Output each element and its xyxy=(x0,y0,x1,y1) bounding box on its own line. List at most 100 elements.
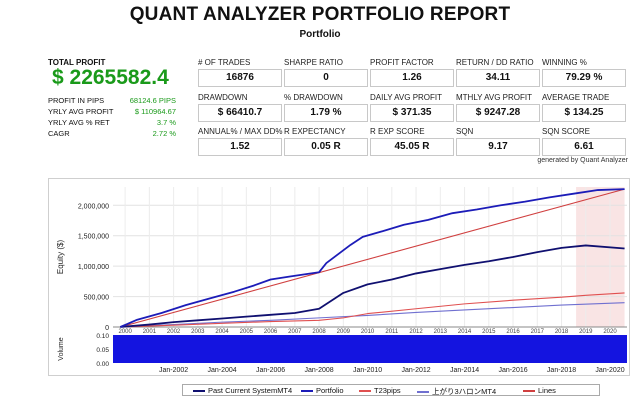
volume-tick-label: 0.05 xyxy=(96,347,109,354)
x-year-label: 2016 xyxy=(506,329,520,335)
equity-chart[interactable]: 0 500,000 1,000,000 1,500,000 2,000,000 2000 2… xyxy=(49,179,629,375)
series-line-t23pips[interactable] xyxy=(120,292,625,328)
legend-item-agari3-halon[interactable]: 上がり3ハロンMT4 xyxy=(417,386,496,397)
legend-item-t23pips[interactable]: T23pips xyxy=(359,386,401,395)
y-tick-label: 2,000,000 xyxy=(78,203,109,210)
stat-label: DRAWDOWN xyxy=(198,93,248,102)
equity-chart-frame: 0 500,000 1,000,000 1,500,000 2,000,000 2000 2… xyxy=(48,178,630,376)
stat-sharpe-ratio: SHARPE RATIO 0 xyxy=(284,58,368,87)
stat-value: 34.11 xyxy=(456,69,540,87)
navigator-date-label: Jan-2004 xyxy=(208,367,237,374)
y-axis-label: Equity ($) xyxy=(56,240,65,275)
summary-row-label: CAGR xyxy=(48,129,70,138)
report-title: QUANT ANALYZER PORTFOLIO REPORT xyxy=(129,4,511,25)
stat-label: % DRAWDOWN xyxy=(284,93,343,102)
stat-value: $ 371.35 xyxy=(370,104,454,122)
volume-tick-label: 0.00 xyxy=(96,361,109,368)
x-year-label: 2007 xyxy=(288,329,302,335)
x-year-label: 2000 xyxy=(118,329,132,335)
stat-label: ANNUAL% / MAX DD% xyxy=(198,127,283,136)
stat-label: WINNING % xyxy=(542,58,587,67)
x-year-label: 2011 xyxy=(385,329,399,335)
stat-value: 1.52 xyxy=(198,138,282,156)
stat-value: 79.29 % xyxy=(542,69,626,87)
stat-drawdown: DRAWDOWN $ 66410.7 xyxy=(198,93,282,122)
navigator-date-label: Jan-2010 xyxy=(353,367,382,374)
x-year-label: 2009 xyxy=(337,329,351,335)
x-year-label: 2020 xyxy=(603,329,617,335)
stat-label: R EXP SCORE xyxy=(370,127,425,136)
legend-swatch xyxy=(359,390,371,393)
stat-annual-max-dd: ANNUAL% / MAX DD% 1.52 xyxy=(198,127,282,156)
volume-bars xyxy=(113,335,627,363)
summary-row-value: 2.72 % xyxy=(152,129,176,138)
summary-row-value: 3.7 % xyxy=(156,118,176,127)
stat-daily-avg-profit: DAILY AVG PROFIT $ 371.35 xyxy=(370,93,454,122)
stat-label: R EXPECTANCY xyxy=(284,127,346,136)
x-year-label: 2014 xyxy=(458,329,472,335)
summary-row: CAGR 2.72 % xyxy=(48,129,176,139)
legend-item-lines[interactable]: Lines xyxy=(523,386,556,395)
y-tick-label: 500,000 xyxy=(84,295,109,302)
legend-swatch xyxy=(193,390,205,393)
legend-label: T23pips xyxy=(374,386,401,395)
summary-row-label: PROFIT IN PIPS xyxy=(48,96,105,105)
series-line-3-mt4[interactable] xyxy=(120,302,625,328)
legend-swatch xyxy=(523,390,535,393)
stat-value: $ 134.25 xyxy=(542,104,626,122)
stat-r-expectancy: R EXPECTANCY 0.05 R xyxy=(284,127,368,156)
x-year-label: 2001 xyxy=(143,329,157,335)
legend-label: Past Current SystemMT4 xyxy=(208,386,293,395)
x-year-label: 2003 xyxy=(191,329,205,335)
x-year-label: 2018 xyxy=(555,329,569,335)
stat-return-dd-ratio: RETURN / DD RATIO 34.11 xyxy=(456,58,540,87)
stat-r-exp-score: R EXP SCORE 45.05 R xyxy=(370,127,454,156)
x-year-label: 2004 xyxy=(215,329,229,335)
series-line-lines[interactable] xyxy=(120,188,625,328)
report-subtitle: Portfolio xyxy=(299,29,341,40)
stat-label: PROFIT FACTOR xyxy=(370,58,434,67)
x-year-label: 2002 xyxy=(167,329,181,335)
stat-label: DAILY AVG PROFIT xyxy=(370,93,443,102)
stat-label: SHARPE RATIO xyxy=(284,58,343,67)
stat-value: 0.05 R xyxy=(284,138,368,156)
series-line-portfolio[interactable] xyxy=(119,188,625,328)
summary-row-value: 68124.6 PIPS xyxy=(129,96,176,105)
legend-item-past-current-system[interactable]: Past Current SystemMT4 xyxy=(193,386,292,395)
x-year-label: 2017 xyxy=(531,329,545,335)
summary-row-label: YRLY AVG PROFIT xyxy=(48,107,114,116)
navigator-date-label: Jan-2002 xyxy=(159,367,188,374)
stat-trades: # OF TRADES 16876 xyxy=(198,58,282,87)
summary-row-value: $ 110964.67 xyxy=(134,107,176,116)
navigator-date-label: Jan-2006 xyxy=(256,367,285,374)
stat-value: 16876 xyxy=(198,69,282,87)
legend-item-portfolio[interactable]: Portfolio xyxy=(301,386,344,395)
navigator-date-label: Jan-2018 xyxy=(547,367,576,374)
navigator-date-label: Jan-2020 xyxy=(595,367,624,374)
volume-tick-label: 0.10 xyxy=(96,333,109,340)
navigator-date-label: Jan-2014 xyxy=(450,367,479,374)
navigator-date-label: Jan-2016 xyxy=(498,367,527,374)
total-profit-label: TOTAL PROFIT xyxy=(48,58,106,67)
navigator-date-label: Jan-2012 xyxy=(401,367,430,374)
stat-winning-pct: WINNING % 79.29 % xyxy=(542,58,626,87)
y-tick-label: 1,500,000 xyxy=(78,234,109,241)
x-year-label: 2015 xyxy=(482,329,496,335)
stat-monthly-avg-profit: MTHLY AVG PROFIT $ 9247.28 xyxy=(456,93,540,122)
stat-label: RETURN / DD RATIO xyxy=(456,58,534,67)
y-tick-label: 1,000,000 xyxy=(78,264,109,271)
stat-value: 6.61 xyxy=(542,138,626,156)
stat-value: 0 xyxy=(284,69,368,87)
x-year-label: 2006 xyxy=(264,329,278,335)
summary-row: YRLY AVG PROFIT $ 110964.67 xyxy=(48,107,176,117)
total-profit-value: $ 2265582.4 xyxy=(52,66,169,89)
x-year-label: 2008 xyxy=(312,329,326,335)
navigator-date-label: Jan-2008 xyxy=(304,367,333,374)
stat-average-trade: AVERAGE TRADE $ 134.25 xyxy=(542,93,626,122)
volume-axis-label: Volume xyxy=(58,337,65,360)
stat-value: $ 9247.28 xyxy=(456,104,540,122)
stat-pct-drawdown: % DRAWDOWN 1.79 % xyxy=(284,93,368,122)
series-line-past-current-systemmt4[interactable] xyxy=(120,244,625,328)
legend-label: Portfolio xyxy=(316,386,344,395)
summary-row: PROFIT IN PIPS 68124.6 PIPS xyxy=(48,96,176,106)
